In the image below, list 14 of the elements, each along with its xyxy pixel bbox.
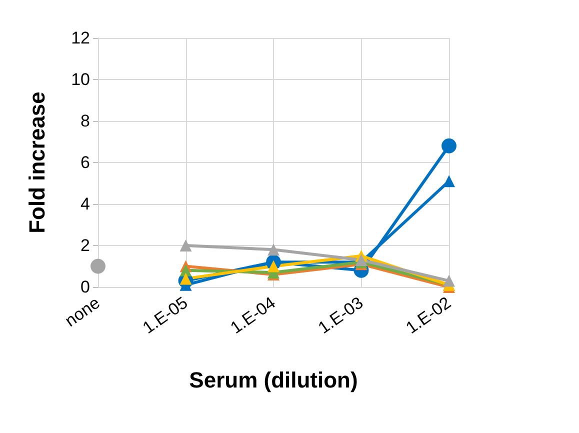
y-tick-label: 12: [71, 28, 90, 48]
y-axis-title: Fold increase: [24, 92, 50, 234]
y-tick-label: 6: [80, 153, 90, 172]
y-tick-label: 8: [80, 112, 90, 130]
point: [180, 240, 192, 252]
x-axis-title: Serum (dilution): [189, 368, 358, 392]
point: [268, 260, 280, 272]
point: [90, 258, 106, 274]
point: [442, 138, 456, 154]
y-tick-label: 2: [80, 236, 90, 255]
y-tick-label: 10: [71, 70, 90, 89]
point: [268, 244, 280, 256]
point: [443, 274, 455, 287]
y-tick-label: 4: [80, 194, 90, 214]
